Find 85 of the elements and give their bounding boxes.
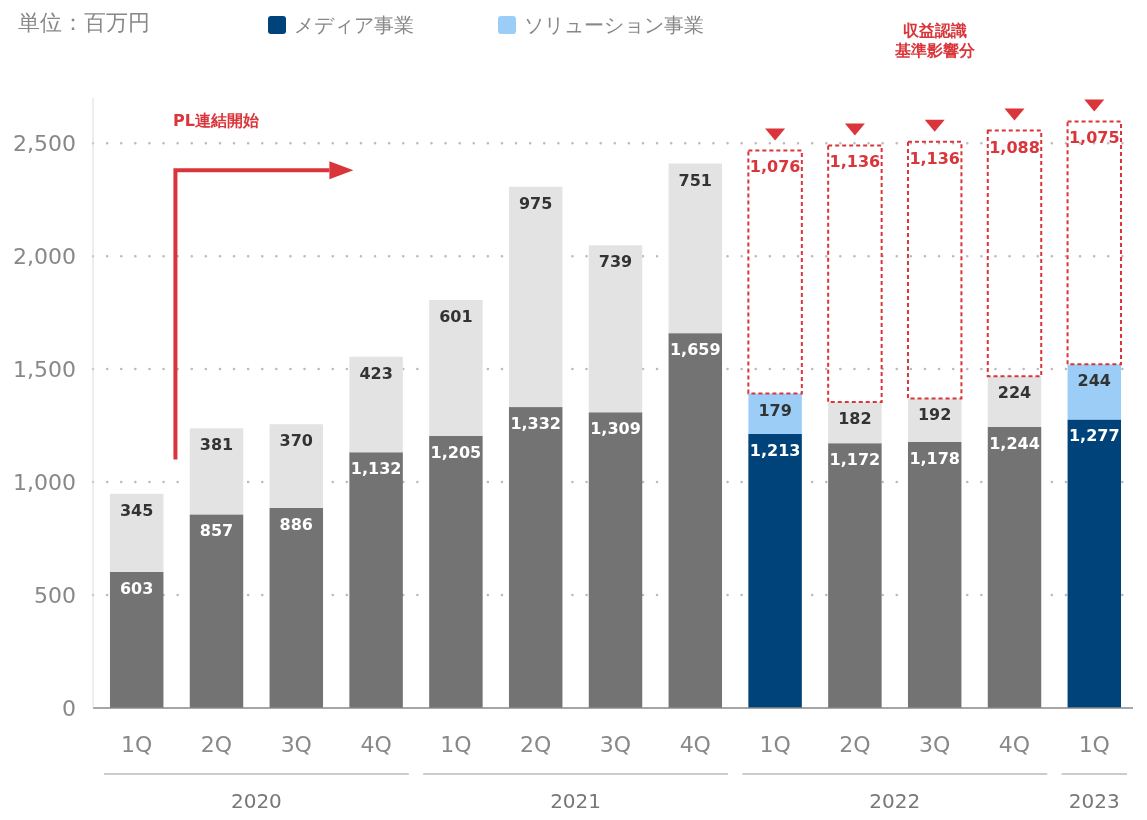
data-label: 857 <box>199 521 234 541</box>
x-tick-label: 1Q <box>440 732 472 757</box>
bar <box>827 144 883 404</box>
x-tick-label: 3Q <box>919 732 951 757</box>
bar <box>189 428 244 515</box>
x-tick-label: 3Q <box>280 732 312 757</box>
y-tick-label: 0 <box>62 695 76 721</box>
data-label: 244 <box>1077 371 1111 391</box>
data-label: 886 <box>279 514 313 534</box>
x-tick-label: 1Q <box>759 732 791 757</box>
bar <box>588 412 643 708</box>
bar <box>906 140 963 400</box>
y-tick-label: 1,500 <box>13 356 76 382</box>
bar <box>987 426 1042 708</box>
data-label: 1,213 <box>749 440 801 460</box>
legend-label: メディア事業 <box>294 13 414 37</box>
data-label: 192 <box>917 405 952 425</box>
y-tick-label: 2,000 <box>13 243 76 269</box>
data-label: 601 <box>439 306 473 326</box>
data-label: 603 <box>120 578 154 598</box>
bar <box>109 493 164 572</box>
y-tick-label: 2,500 <box>13 130 76 156</box>
text: 2021 <box>550 789 602 813</box>
data-label: 423 <box>359 363 393 383</box>
bar <box>907 441 962 708</box>
x-tick-label: 4Q <box>360 732 392 757</box>
data-label: 1,332 <box>510 414 562 434</box>
data-label: 1,136 <box>829 152 881 172</box>
bar <box>986 129 1043 378</box>
annotation: PL連結開始 <box>173 111 260 130</box>
data-label: 370 <box>279 431 313 451</box>
text: 収益認識基準影響分 <box>893 21 976 60</box>
bar <box>429 299 483 436</box>
bar <box>269 424 324 508</box>
legend-label: ソリューション事業 <box>524 13 704 37</box>
data-label: 1,659 <box>669 340 721 360</box>
bar <box>429 435 483 708</box>
bar <box>349 452 403 708</box>
y-tick-label: 500 <box>34 582 76 608</box>
data-label: 1,205 <box>430 442 482 462</box>
data-label: 1,075 <box>1068 128 1120 148</box>
bar <box>1066 120 1123 366</box>
data-label: 1,277 <box>1068 426 1120 446</box>
data-label: 224 <box>997 383 1032 403</box>
data-label: 1,076 <box>749 157 801 177</box>
bar <box>828 443 882 708</box>
data-label: 739 <box>598 252 633 272</box>
bar <box>1067 419 1122 708</box>
bar <box>588 245 643 413</box>
data-label: 1,244 <box>989 433 1040 453</box>
bar <box>349 356 403 453</box>
y-tick-label: 1,000 <box>13 469 76 495</box>
x-tick-label: 2Q <box>839 732 871 757</box>
x-tick-label: 4Q <box>998 732 1031 757</box>
data-label: 179 <box>758 400 792 420</box>
bar <box>748 433 802 708</box>
text: 2023 <box>1068 789 1120 813</box>
bar <box>508 186 563 408</box>
data-label: 975 <box>519 193 553 213</box>
data-label: 182 <box>838 409 872 429</box>
bar <box>189 514 244 708</box>
x-tick-label: 2Q <box>200 732 233 757</box>
bar <box>668 163 723 334</box>
bar <box>109 571 164 708</box>
text: 単位：百万円 <box>18 10 150 35</box>
x-tick-label: 4Q <box>679 732 711 757</box>
x-tick-label: 2Q <box>520 732 552 757</box>
bar <box>508 407 563 708</box>
data-label: 1,178 <box>909 448 960 468</box>
x-tick-label: 1Q <box>1078 732 1110 757</box>
bar <box>668 333 723 708</box>
text: 2022 <box>869 789 921 813</box>
data-label: 345 <box>120 500 154 520</box>
data-label: 381 <box>199 435 234 455</box>
text: 2020 <box>230 789 282 813</box>
x-tick-label: 1Q <box>121 732 153 757</box>
data-label: 1,132 <box>350 459 402 479</box>
data-label: 1,309 <box>590 419 641 439</box>
data-label: 751 <box>678 170 712 190</box>
bar <box>747 149 803 395</box>
x-tick-label: 3Q <box>599 732 632 757</box>
data-label: 1,172 <box>829 450 881 470</box>
data-label: 1,088 <box>989 137 1040 157</box>
bar <box>269 507 324 708</box>
data-label: 1,136 <box>909 148 960 168</box>
